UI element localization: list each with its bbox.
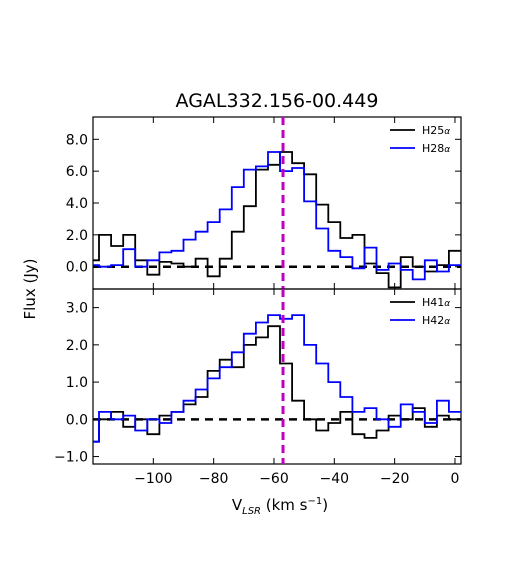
x-tick-label: −20 xyxy=(380,471,410,487)
x-axis-label-base: V xyxy=(232,496,243,514)
bottom-plot-frame xyxy=(92,288,462,465)
legend-label: H41α xyxy=(422,296,450,309)
series-h28-line xyxy=(93,151,461,281)
x-axis-label: VLSR (km s−1) xyxy=(232,496,328,517)
y-tick-label: 3.0 xyxy=(66,301,88,317)
x-axis-label-exponent: −1 xyxy=(308,496,323,507)
y-tick-label: −1.0 xyxy=(54,450,88,466)
bottom-x-axis: −100 −80 −60 −40 −20 0 xyxy=(134,289,459,487)
y-tick-label: 0.0 xyxy=(66,260,88,276)
bottom-panel: −1.00.01.02.03.0 −100 −80 −60 −40 −20 0 H41αH… xyxy=(54,288,462,487)
x-tick-label: −60 xyxy=(259,471,289,487)
y-tick-label: 6.0 xyxy=(66,164,88,180)
series-h25-line xyxy=(93,151,461,289)
top-legend: H25α H28α xyxy=(390,124,450,155)
y-tick-label: 1.0 xyxy=(66,375,88,391)
y-tick-label: 4.0 xyxy=(66,196,88,212)
x-axis-label-close: ) xyxy=(322,496,328,514)
bottom-legend: H41α H42α xyxy=(390,296,450,327)
y-axis-label: Flux (Jy) xyxy=(21,259,39,320)
top-y-axis: 0.0 2.0 4.0 6.0 8.0 xyxy=(66,132,461,276)
chart-title: AGAL332.156-00.449 xyxy=(176,90,379,112)
y-tick-label: 2.0 xyxy=(66,338,88,354)
series-h42-line xyxy=(93,314,461,443)
x-axis-label-unit: (km s xyxy=(261,496,308,514)
x-tick-label: −40 xyxy=(320,471,350,487)
y-tick-label: 8.0 xyxy=(66,132,88,148)
top-series-group xyxy=(93,117,461,289)
bottom-y-axis: −1.0 0.0 1.0 2.0 3.0 xyxy=(54,301,461,466)
y-tick-label: 0.0 xyxy=(66,412,88,428)
legend-label: H42α xyxy=(422,314,450,327)
x-tick-label: −80 xyxy=(199,471,229,487)
x-axis-label-subscript: LSR xyxy=(242,506,261,517)
x-tick-label: 0 xyxy=(451,471,460,487)
series-h41-line xyxy=(93,325,461,443)
y-tick-label: 2.0 xyxy=(66,228,88,244)
top-x-ticks xyxy=(152,117,456,289)
legend-label: H25α xyxy=(422,124,450,137)
top-panel: 0.0 2.0 4.0 6.0 8.0 H25α H28α xyxy=(66,116,462,290)
bottom-series-group xyxy=(93,289,461,464)
legend-label: H28α xyxy=(422,142,450,155)
x-tick-label: −100 xyxy=(134,471,172,487)
